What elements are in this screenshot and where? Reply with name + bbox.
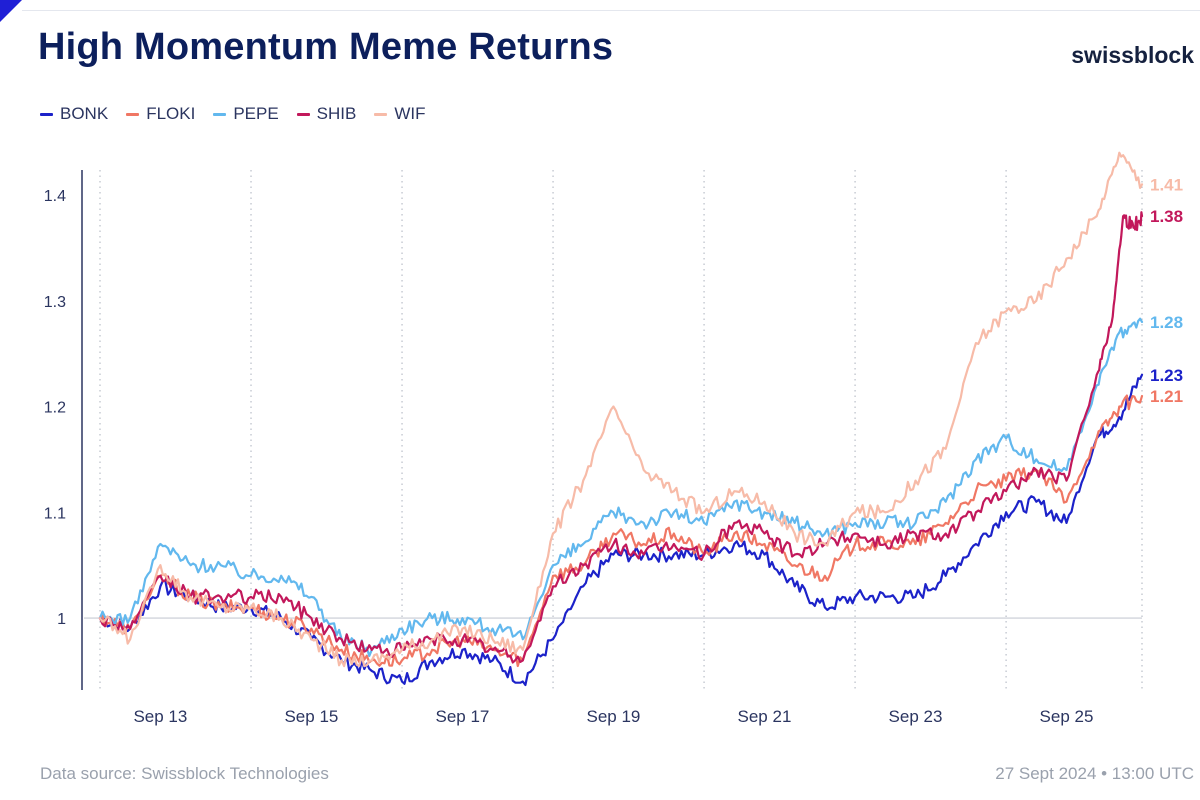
chart-legend: BONK FLOKI PEPE SHIB WIF xyxy=(40,104,426,124)
legend-swatch-shib xyxy=(296,112,310,116)
series-line-pepe xyxy=(98,317,1144,657)
grid-layer xyxy=(84,170,1143,690)
x-tick-label: Sep 25 xyxy=(1040,707,1094,726)
y-tick-label: 1.3 xyxy=(44,294,66,311)
legend-item-bonk[interactable]: BONK xyxy=(40,104,108,124)
data-source-note: Data source: Swissblock Technologies xyxy=(40,764,329,783)
series-line-floki xyxy=(98,394,1144,668)
y-tick-label: 1.2 xyxy=(44,400,66,417)
end-label-floki: 1.21 xyxy=(1150,387,1183,406)
line-chart: 1 1.1 1.2 1.3 1.4 Sep 13 Sep 15 Sep 17 Sep 19 Sep… xyxy=(44,151,1183,726)
y-tick-label: 1.1 xyxy=(44,505,66,522)
x-tick-label: Sep 13 xyxy=(133,707,187,726)
end-label-pepe: 1.28 xyxy=(1150,313,1183,332)
timestamp: 27 Sept 2024 • 13:00 UTC xyxy=(995,764,1194,783)
legend-label-floki: FLOKI xyxy=(146,104,196,123)
legend-swatch-pepe xyxy=(213,112,227,116)
legend-item-shib[interactable]: SHIB xyxy=(296,104,357,124)
series-line-shib xyxy=(98,211,1144,664)
end-label-shib: 1.38 xyxy=(1150,207,1183,226)
end-label-bonk: 1.23 xyxy=(1150,366,1183,385)
corner-accent xyxy=(0,0,22,22)
chart-title: High Momentum Meme Returns xyxy=(38,26,614,68)
brand-logo: swissblock xyxy=(1071,42,1194,68)
axis-layer: 1 1.1 1.2 1.3 1.4 Sep 13 Sep 15 Sep 17 Sep 19 Sep… xyxy=(44,170,1094,726)
legend-item-wif[interactable]: WIF xyxy=(374,104,426,124)
legend-item-floki[interactable]: FLOKI xyxy=(126,104,195,124)
x-tick-label: Sep 15 xyxy=(284,707,338,726)
series-line-bonk xyxy=(98,373,1144,687)
y-tick-label: 1 xyxy=(57,611,66,628)
x-tick-label: Sep 17 xyxy=(435,707,489,726)
legend-item-pepe[interactable]: PEPE xyxy=(213,104,279,124)
legend-label-shib: SHIB xyxy=(316,104,357,123)
y-tick-label: 1.4 xyxy=(44,188,66,205)
legend-label-pepe: PEPE xyxy=(233,104,279,123)
header-divider xyxy=(22,10,1200,11)
x-tick-label: Sep 19 xyxy=(587,707,641,726)
series-line-wif xyxy=(98,151,1144,668)
legend-label-wif: WIF xyxy=(394,104,426,123)
legend-swatch-wif xyxy=(374,112,388,116)
x-tick-label: Sep 21 xyxy=(738,707,792,726)
x-tick-label: Sep 23 xyxy=(889,707,943,726)
legend-swatch-bonk xyxy=(40,112,53,116)
legend-label-bonk: BONK xyxy=(60,104,109,123)
end-label-layer: 1.23 1.21 1.28 1.38 1.41 xyxy=(1150,175,1183,406)
end-label-wif: 1.41 xyxy=(1150,175,1183,194)
legend-swatch-floki xyxy=(126,112,140,116)
series-layer xyxy=(98,151,1144,687)
